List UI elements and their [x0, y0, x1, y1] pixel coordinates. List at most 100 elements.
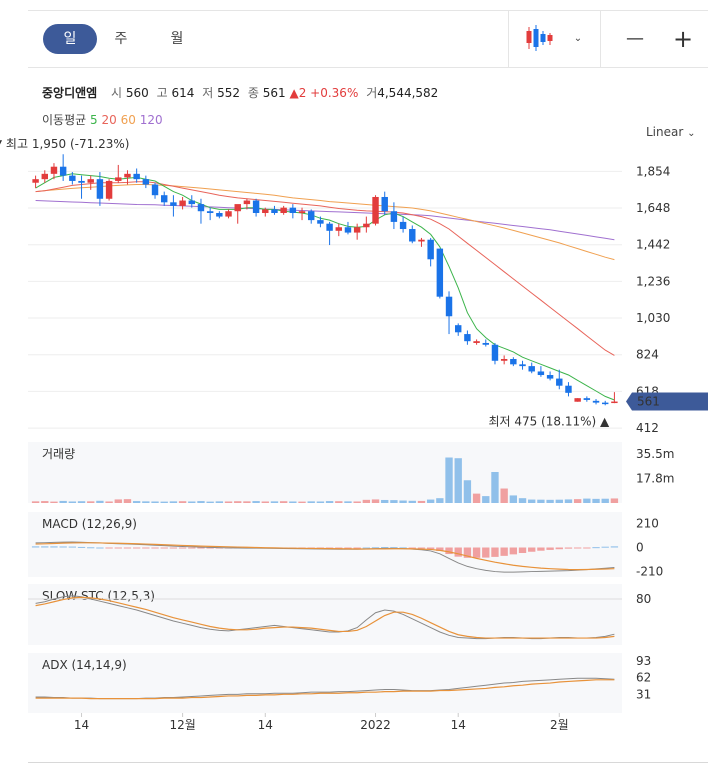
volume-bar [601, 498, 609, 503]
x-axis-label: 2월 [550, 718, 569, 732]
candle-body [317, 220, 324, 224]
volume-bar [252, 501, 260, 503]
macd-signal-line [35, 542, 615, 571]
volume-bar [381, 499, 389, 503]
low-value: 552 [217, 86, 241, 100]
ma-legend-label: 이동평균 [42, 113, 87, 127]
macd-histogram-bar [390, 547, 398, 549]
volume-bar [50, 501, 58, 503]
macd-histogram-bar [178, 547, 187, 549]
volume-bar [87, 501, 95, 503]
volume-bar [583, 498, 591, 503]
chevron-down-icon[interactable]: ⌄ [573, 33, 583, 44]
macd-histogram-bar [59, 546, 67, 548]
candle-body [427, 239, 434, 260]
volume-bar [289, 501, 297, 503]
candle-body [556, 378, 563, 386]
macd-histogram-bar [399, 547, 407, 549]
x-axis-label: 14 [258, 718, 273, 732]
macd-histogram-bar [537, 547, 545, 551]
toolbar-divider [508, 11, 509, 67]
close-label: 종 [247, 86, 259, 100]
change-percent: +0.36% [310, 86, 359, 100]
candle-body [50, 166, 58, 174]
candle-body [464, 334, 471, 342]
macd-histogram-bar [325, 547, 334, 549]
candle-body [41, 173, 48, 180]
candle-body [445, 296, 453, 317]
adx-axis-label: 93 [636, 654, 651, 668]
candle-body [491, 344, 499, 361]
volume-bar [114, 499, 122, 503]
tab-monthly[interactable]: 월 [170, 31, 184, 47]
volume-bar [463, 480, 472, 503]
macd-histogram-bar [381, 547, 389, 549]
candle-body [473, 341, 480, 343]
ma60-label: 60 [120, 113, 136, 127]
macd-histogram-bar [509, 547, 518, 555]
low-label: 저 [202, 86, 214, 100]
macd-histogram-bar [555, 547, 563, 550]
volume-bar [31, 501, 40, 503]
macd-histogram-bar [371, 547, 380, 549]
macd-histogram-bar [417, 547, 426, 549]
volume-panel-label: 거래량 [42, 447, 75, 461]
candle-body [96, 179, 104, 199]
macd-histogram-bar [610, 546, 619, 548]
volume-bar [105, 501, 113, 503]
volume-bar [491, 471, 499, 503]
volume-bar [509, 495, 518, 503]
candle-body [243, 200, 251, 205]
macd-histogram-bar [491, 547, 499, 557]
macd-histogram-bar [87, 547, 95, 549]
macd-histogram-bar [573, 547, 582, 549]
chart-toolbar: 일 주 월 ⌄ — + [28, 10, 708, 68]
volume-bar [123, 499, 132, 503]
volume-bar [610, 498, 619, 503]
scale-label: Linear [646, 125, 684, 139]
volume-bar [41, 501, 49, 503]
ma5-label: 5 [90, 113, 98, 127]
up-arrow-icon: ▲ [289, 86, 299, 100]
macd-histogram-bar [454, 547, 462, 557]
candle-body [399, 221, 407, 230]
tab-daily[interactable]: 일 [43, 24, 97, 54]
high-marker: ▼ 최고 1,950 (-71.23%) [0, 137, 129, 151]
macd-histogram-bar [169, 547, 178, 549]
macd-histogram-bar [335, 547, 343, 549]
volume-bar [426, 499, 435, 503]
candle-body [363, 223, 370, 228]
macd-histogram-bar [105, 547, 113, 549]
price-axis-label: 824 [636, 348, 659, 362]
candle-body [179, 200, 186, 206]
candlestick-icon[interactable] [523, 11, 553, 67]
volume-bar [59, 500, 67, 503]
adx-panel-background [28, 653, 622, 713]
volume-bar [224, 501, 233, 503]
macd-histogram-bar [463, 547, 472, 558]
zoom-in-button[interactable]: + [672, 25, 694, 53]
macd-histogram-bar [31, 546, 40, 548]
candle-body [390, 211, 398, 222]
x-axis-label: 14 [74, 718, 89, 732]
zoom-out-button[interactable]: — [626, 28, 644, 49]
volume-bar [316, 501, 325, 503]
scale-selector[interactable]: Linear ⌄ [646, 125, 696, 139]
open-value: 560 [125, 86, 149, 100]
candle-body [32, 179, 39, 183]
tab-weekly[interactable]: 주 [114, 31, 128, 47]
macd-histogram-bar [528, 547, 536, 552]
candle-body [565, 385, 572, 393]
high-label: 고 [156, 86, 168, 100]
volume-bar [234, 501, 242, 503]
candle-body [161, 195, 168, 203]
volume-bar [362, 499, 371, 503]
macd-histogram-bar [426, 547, 435, 549]
volume-bar [592, 498, 600, 503]
current-price-tag [626, 392, 708, 411]
macd-histogram-bar [160, 547, 168, 549]
macd-histogram-bar [344, 547, 352, 549]
volume-bar [68, 501, 77, 503]
bottom-divider [28, 762, 708, 763]
close-value: 561 [262, 86, 286, 100]
